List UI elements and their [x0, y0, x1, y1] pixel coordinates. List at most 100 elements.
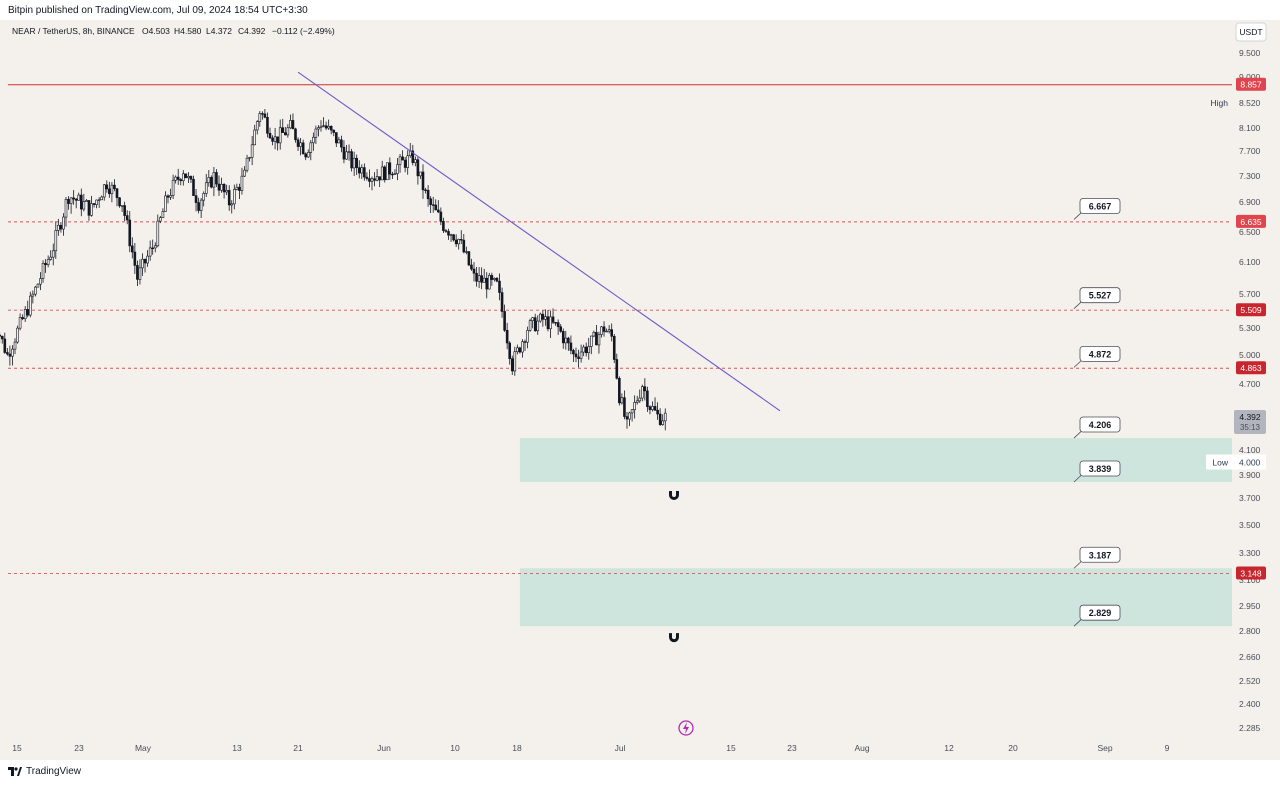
- candle[interactable]: [212, 167, 216, 197]
- candle[interactable]: [337, 136, 341, 144]
- magnet-icon[interactable]: [669, 491, 679, 501]
- candle[interactable]: [625, 412, 629, 429]
- candle[interactable]: [271, 135, 274, 146]
- candle[interactable]: [360, 164, 364, 179]
- candle[interactable]: [577, 349, 580, 368]
- candle[interactable]: [449, 233, 453, 242]
- candle[interactable]: [243, 166, 246, 177]
- candle[interactable]: [411, 144, 415, 166]
- candle[interactable]: [393, 169, 397, 175]
- candle[interactable]: [199, 198, 203, 218]
- candle[interactable]: [324, 121, 328, 131]
- candle[interactable]: [485, 272, 489, 299]
- candle[interactable]: [21, 314, 24, 321]
- candle[interactable]: [187, 172, 190, 183]
- candle[interactable]: [176, 168, 180, 185]
- candle[interactable]: [18, 313, 22, 331]
- candle[interactable]: [630, 409, 634, 422]
- candle[interactable]: [350, 148, 353, 172]
- candle[interactable]: [11, 345, 14, 366]
- candle[interactable]: [490, 272, 494, 286]
- candle[interactable]: [610, 323, 614, 342]
- chart-area[interactable]: 6.667 5.527 4.872 4.206 3.839 3.187 2.829 9.50…: [0, 20, 1280, 760]
- candle[interactable]: [493, 277, 496, 282]
- candle[interactable]: [125, 210, 129, 225]
- candle[interactable]: [615, 353, 619, 380]
- candle[interactable]: [90, 195, 93, 217]
- candle[interactable]: [278, 119, 282, 150]
- candle[interactable]: [467, 251, 471, 267]
- candle[interactable]: [207, 170, 211, 187]
- candle[interactable]: [340, 135, 343, 153]
- price-callout[interactable]: 3.187: [1073, 546, 1121, 569]
- candle[interactable]: [123, 201, 126, 222]
- candle[interactable]: [41, 260, 45, 283]
- candle[interactable]: [294, 127, 297, 143]
- candle[interactable]: [436, 200, 440, 214]
- descending-trendline[interactable]: [297, 71, 781, 412]
- candle[interactable]: [153, 242, 157, 253]
- candle[interactable]: [416, 156, 420, 185]
- candle[interactable]: [72, 189, 75, 205]
- candle[interactable]: [528, 318, 532, 332]
- candle[interactable]: [141, 253, 144, 276]
- candle[interactable]: [470, 258, 473, 271]
- candle[interactable]: [100, 195, 103, 201]
- candle[interactable]: [136, 260, 139, 287]
- candle[interactable]: [584, 342, 588, 357]
- candle[interactable]: [633, 395, 636, 419]
- candle[interactable]: [225, 184, 228, 196]
- candle[interactable]: [143, 258, 147, 273]
- candle[interactable]: [238, 183, 241, 199]
- candle[interactable]: [526, 326, 529, 349]
- candle[interactable]: [587, 337, 591, 360]
- candle[interactable]: [472, 262, 476, 282]
- candle[interactable]: [623, 390, 626, 420]
- candle[interactable]: [108, 181, 111, 198]
- price-callout[interactable]: 4.206: [1073, 416, 1121, 439]
- candle[interactable]: [197, 197, 200, 214]
- candle[interactable]: [261, 111, 264, 120]
- candle[interactable]: [365, 172, 369, 181]
- candle[interactable]: [579, 344, 583, 363]
- candle[interactable]: [635, 395, 639, 405]
- candle[interactable]: [250, 136, 254, 166]
- candle[interactable]: [230, 200, 234, 214]
- candle[interactable]: [388, 157, 392, 180]
- candle[interactable]: [383, 165, 387, 183]
- candle[interactable]: [429, 196, 432, 213]
- tradingview-logo[interactable]: TradingView: [8, 766, 81, 777]
- candle[interactable]: [602, 321, 606, 337]
- candle[interactable]: [184, 173, 188, 179]
- candle[interactable]: [263, 109, 267, 119]
- candle[interactable]: [235, 183, 239, 191]
- candle[interactable]: [266, 112, 269, 138]
- candle[interactable]: [559, 324, 563, 333]
- candle[interactable]: [426, 185, 430, 207]
- candle[interactable]: [444, 228, 448, 233]
- candle[interactable]: [554, 322, 557, 326]
- candle[interactable]: [646, 386, 649, 412]
- candle[interactable]: [171, 174, 175, 200]
- candle[interactable]: [128, 211, 132, 253]
- candle[interactable]: [220, 177, 223, 193]
- candle[interactable]: [204, 173, 208, 197]
- candle[interactable]: [447, 228, 450, 240]
- candle[interactable]: [628, 411, 631, 427]
- candle[interactable]: [13, 338, 17, 355]
- candle[interactable]: [513, 346, 517, 376]
- candle[interactable]: [638, 389, 642, 404]
- candle[interactable]: [28, 291, 32, 318]
- candle[interactable]: [133, 242, 137, 274]
- candle[interactable]: [567, 336, 570, 351]
- candle[interactable]: [663, 408, 667, 431]
- candle[interactable]: [194, 188, 198, 212]
- candle[interactable]: [363, 163, 366, 181]
- candle[interactable]: [110, 181, 114, 203]
- candle[interactable]: [6, 348, 9, 356]
- candle[interactable]: [54, 221, 58, 259]
- candle[interactable]: [640, 384, 644, 402]
- candle[interactable]: [347, 144, 351, 161]
- candle[interactable]: [531, 316, 534, 329]
- candle[interactable]: [87, 200, 91, 221]
